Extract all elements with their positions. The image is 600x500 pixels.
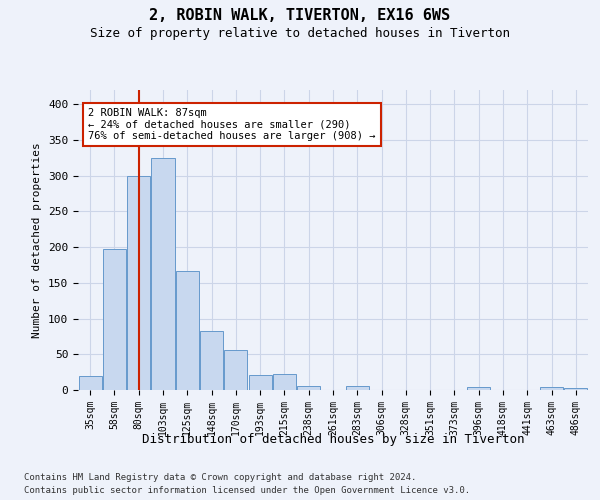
Bar [151,158,175,390]
Bar [467,387,490,390]
Bar [79,376,101,390]
Bar [565,388,587,390]
Bar [346,386,369,390]
Bar [200,332,223,390]
Bar [103,250,126,390]
Bar [297,386,320,390]
Bar [224,350,247,390]
Text: Distribution of detached houses by size in Tiverton: Distribution of detached houses by size … [142,432,524,446]
Y-axis label: Number of detached properties: Number of detached properties [32,142,43,338]
Text: Size of property relative to detached houses in Tiverton: Size of property relative to detached ho… [90,28,510,40]
Bar [176,270,199,390]
Text: Contains public sector information licensed under the Open Government Licence v3: Contains public sector information licen… [24,486,470,495]
Text: Contains HM Land Registry data © Crown copyright and database right 2024.: Contains HM Land Registry data © Crown c… [24,472,416,482]
Bar [248,375,272,390]
Bar [273,374,296,390]
Text: 2 ROBIN WALK: 87sqm
← 24% of detached houses are smaller (290)
76% of semi-detac: 2 ROBIN WALK: 87sqm ← 24% of detached ho… [88,108,376,141]
Bar [540,387,563,390]
Text: 2, ROBIN WALK, TIVERTON, EX16 6WS: 2, ROBIN WALK, TIVERTON, EX16 6WS [149,8,451,22]
Bar [127,176,150,390]
